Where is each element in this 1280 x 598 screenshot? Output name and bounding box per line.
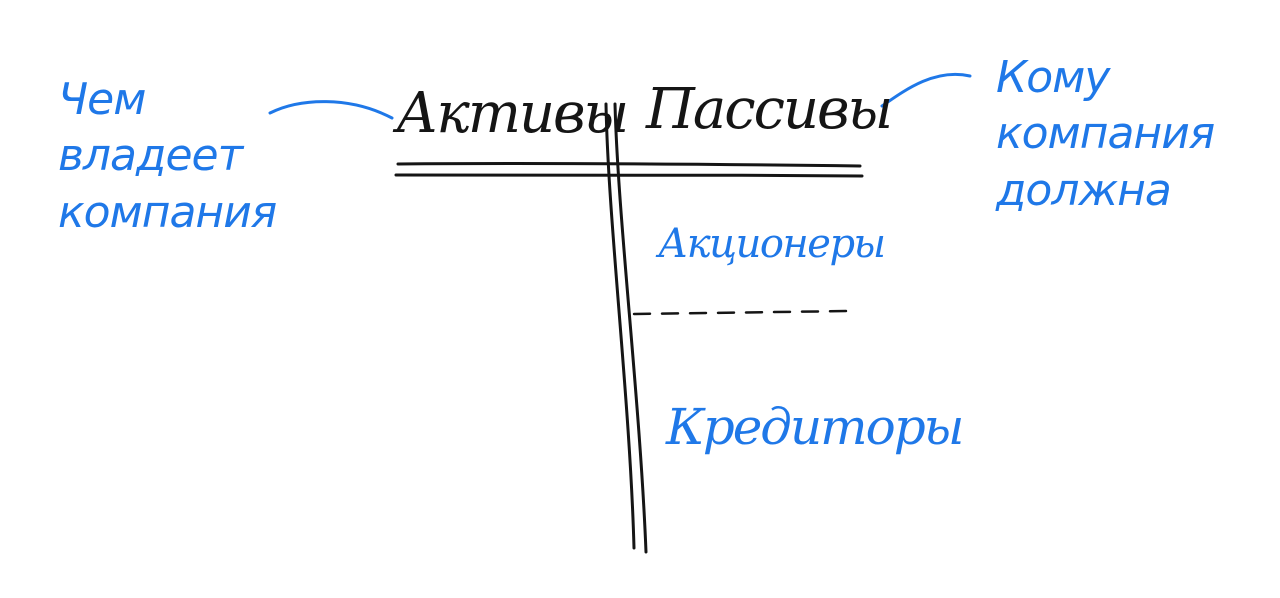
center-divider-right (613, 102, 648, 554)
liabilities-column-header: Пассивы (646, 77, 893, 142)
header-underline-bottom (394, 173, 864, 178)
assets-annotation-line: Чем (58, 74, 146, 125)
assets-column-header: Активы (396, 81, 629, 146)
assets-annotation-line: владеет (58, 130, 243, 182)
right-note-connector (880, 72, 972, 108)
center-divider-left (604, 102, 636, 550)
equity-debt-separator (632, 309, 852, 316)
shareholders-label: Акционеры (658, 221, 886, 267)
creditors-label: Кредиторы (666, 398, 964, 456)
liabilities-annotation: Кому компания должна (996, 50, 1215, 219)
assets-annotation-line: компания (58, 186, 277, 238)
left-note-connector (268, 100, 394, 120)
liabilities-annotation-line: должна (996, 164, 1172, 216)
header-underline-top (396, 162, 862, 168)
liabilities-annotation-line: Кому (996, 52, 1110, 103)
liabilities-annotation-line: компания (996, 108, 1215, 160)
assets-annotation: Чем владеет компания (58, 72, 277, 241)
